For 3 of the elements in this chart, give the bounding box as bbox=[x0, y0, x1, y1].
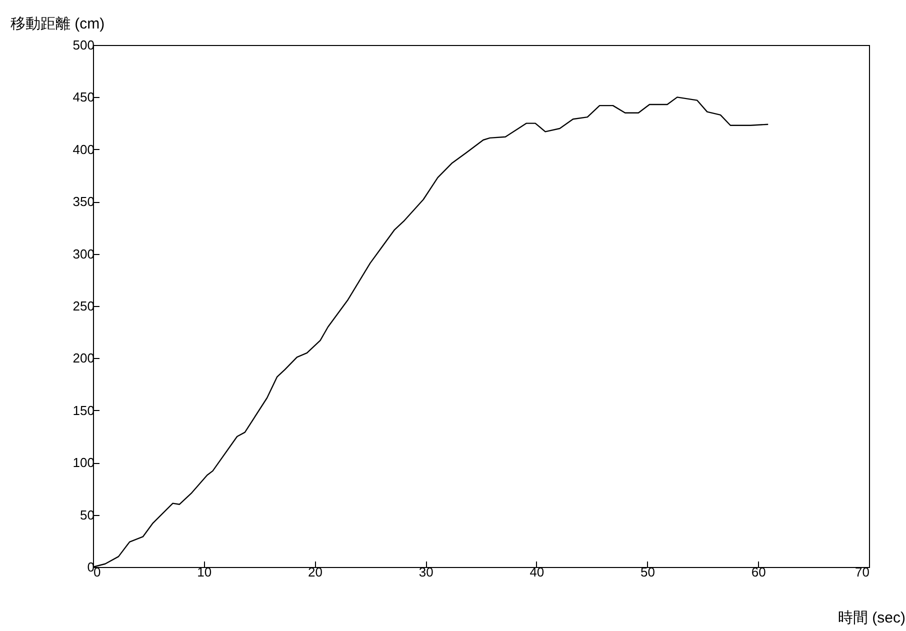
y-axis-title: 移動距離 (cm) bbox=[10, 16, 105, 32]
y-tick-label: 500 bbox=[72, 38, 94, 52]
x-axis-title: 時間 (sec) bbox=[838, 610, 906, 626]
